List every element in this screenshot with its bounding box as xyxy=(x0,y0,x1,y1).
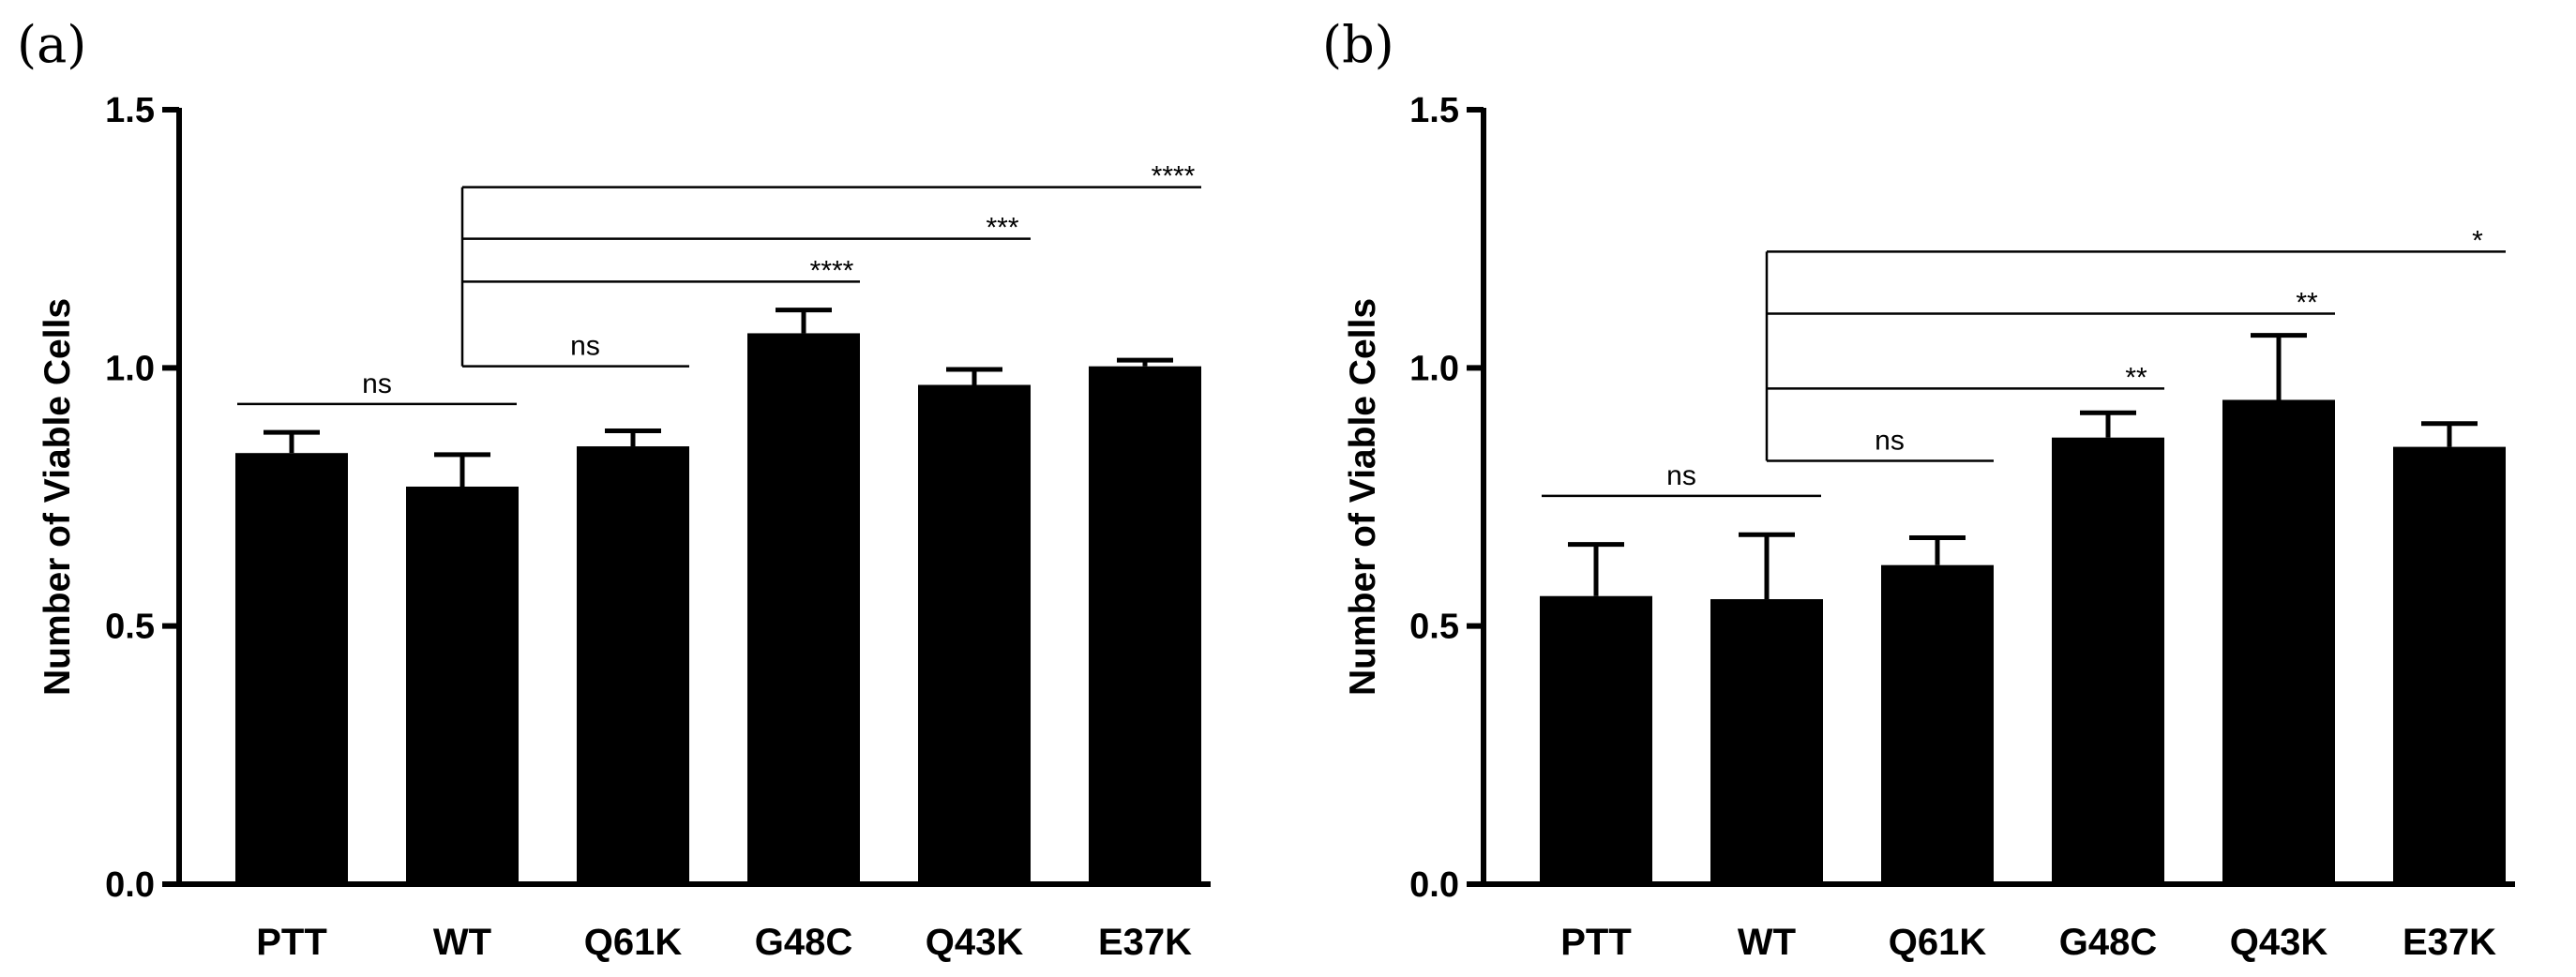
bar-Q43K xyxy=(2222,399,2335,884)
x-tick-label-PTT: PTT xyxy=(1560,922,1632,963)
panel-label: (a) xyxy=(17,15,86,74)
x-tick-label-E37K: E37K xyxy=(2403,922,2496,963)
y-tick-label: 1.5 xyxy=(105,91,155,130)
y-tick-label: 1.5 xyxy=(1409,91,1459,130)
bar-Q61K xyxy=(577,446,689,884)
x-tick-label-G48C: G48C xyxy=(2059,922,2158,963)
bar-PTT xyxy=(1540,595,1652,884)
y-axis-title: Number of Viable Cells xyxy=(38,298,78,696)
significance-label: ** xyxy=(2125,362,2147,393)
y-tick-label: 0.5 xyxy=(1409,608,1459,647)
x-tick-label-E37K: E37K xyxy=(1098,922,1192,963)
x-tick-label-G48C: G48C xyxy=(755,922,853,963)
significance-label: **** xyxy=(810,255,854,286)
bar-E37K xyxy=(2393,446,2506,884)
significance-label: ns xyxy=(1666,460,1696,491)
panel-label: (b) xyxy=(1322,15,1394,74)
chart-panel-a: (a) 0.0 0.5 1.0 1.5 Number of Viable Cells PTT… xyxy=(17,15,1211,963)
y-axis-title: Number of Viable Cells xyxy=(1343,298,1383,696)
bar-PTT xyxy=(235,453,348,884)
chart-panel-b: (b) 0.0 0.5 1.0 1.5 Number of Viable Cells PTT… xyxy=(1322,15,2515,963)
significance-label: **** xyxy=(1152,161,1196,192)
x-tick-label-PTT: PTT xyxy=(256,922,327,963)
significance-label: ** xyxy=(2296,288,2318,319)
bar-WT xyxy=(1710,599,1823,884)
significance-label: * xyxy=(2472,225,2483,256)
x-tick-label-WT: WT xyxy=(433,922,491,963)
bar-Q43K xyxy=(918,384,1031,884)
significance-label: ns xyxy=(362,368,392,399)
bar-G48C xyxy=(2052,437,2164,884)
y-tick-label: 1.0 xyxy=(105,349,155,388)
x-tick-label-Q43K: Q43K xyxy=(926,922,1024,963)
x-tick-label-Q43K: Q43K xyxy=(2230,922,2328,963)
significance-label: *** xyxy=(986,213,1018,244)
significance-label: ns xyxy=(570,331,600,362)
x-tick-label-WT: WT xyxy=(1738,922,1796,963)
y-tick-label: 0.5 xyxy=(105,608,155,647)
x-tick-label-Q61K: Q61K xyxy=(1889,922,1987,963)
bar-E37K xyxy=(1089,366,1201,884)
significance-label: ns xyxy=(1875,425,1905,456)
x-tick-label-Q61K: Q61K xyxy=(584,922,683,963)
y-tick-label: 0.0 xyxy=(1409,865,1459,905)
y-tick-label: 1.0 xyxy=(1409,349,1459,388)
bar-WT xyxy=(406,486,519,884)
bar-G48C xyxy=(747,333,860,884)
y-tick-label: 0.0 xyxy=(105,865,155,905)
bar-Q61K xyxy=(1881,564,1994,884)
